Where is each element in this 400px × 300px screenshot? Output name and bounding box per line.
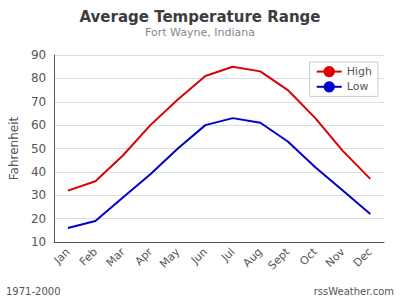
- svg-text:80: 80: [31, 71, 46, 85]
- svg-text:Jul: Jul: [218, 245, 237, 264]
- svg-text:High: High: [347, 65, 372, 78]
- svg-text:Oct: Oct: [297, 245, 320, 268]
- svg-text:30: 30: [31, 188, 46, 202]
- svg-text:Low: Low: [347, 80, 369, 93]
- svg-text:60: 60: [31, 118, 46, 132]
- svg-text:20: 20: [31, 212, 46, 226]
- svg-text:Sept: Sept: [266, 245, 293, 272]
- svg-text:70: 70: [31, 95, 46, 109]
- svg-text:Feb: Feb: [77, 245, 100, 268]
- svg-text:Aug: Aug: [241, 245, 265, 269]
- svg-text:Mar: Mar: [104, 245, 128, 269]
- svg-text:90: 90: [31, 48, 46, 62]
- svg-text:1971-2000: 1971-2000: [6, 286, 61, 297]
- svg-text:Fahrenheit: Fahrenheit: [7, 116, 21, 180]
- svg-text:May: May: [157, 245, 183, 271]
- svg-text:Apr: Apr: [132, 245, 155, 268]
- svg-text:Average Temperature Range: Average Temperature Range: [79, 8, 320, 26]
- svg-text:Jun: Jun: [188, 245, 210, 267]
- svg-text:Nov: Nov: [323, 245, 348, 270]
- svg-text:rssWeather.com: rssWeather.com: [314, 286, 394, 297]
- svg-text:50: 50: [31, 142, 46, 156]
- svg-text:40: 40: [31, 165, 46, 179]
- svg-text:10: 10: [31, 235, 46, 249]
- svg-text:Dec: Dec: [351, 245, 375, 269]
- svg-text:Jan: Jan: [51, 245, 73, 267]
- svg-text:Fort Wayne, Indiana: Fort Wayne, Indiana: [145, 26, 255, 39]
